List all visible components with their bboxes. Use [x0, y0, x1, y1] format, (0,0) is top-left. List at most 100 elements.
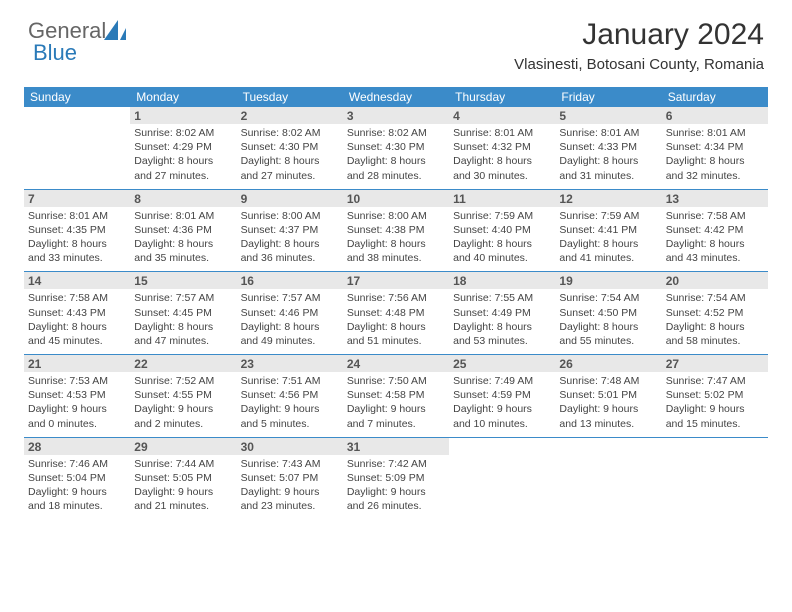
- calendar-week: 14Sunrise: 7:58 AMSunset: 4:43 PMDayligh…: [24, 271, 768, 354]
- day-number: 29: [130, 438, 236, 455]
- daylight-text-1: Daylight: 9 hours: [666, 402, 764, 416]
- sunset-text: Sunset: 4:56 PM: [241, 388, 339, 402]
- day-number: 24: [343, 355, 449, 372]
- calendar-day: 2Sunrise: 8:02 AMSunset: 4:30 PMDaylight…: [237, 107, 343, 189]
- calendar-day: 26Sunrise: 7:48 AMSunset: 5:01 PMDayligh…: [555, 355, 661, 437]
- sunrise-text: Sunrise: 7:51 AM: [241, 374, 339, 388]
- calendar-day: 19Sunrise: 7:54 AMSunset: 4:50 PMDayligh…: [555, 272, 661, 354]
- calendar-day: 17 Sunrise: 7:56 AMSunset: 4:48 PMDayligh…: [343, 272, 449, 354]
- daylight-text-2: and 35 minutes.: [134, 251, 232, 265]
- daylight-text-2: and 15 minutes.: [666, 417, 764, 431]
- day-number: 28: [24, 438, 130, 455]
- sunrise-text: Sunrise: 8:01 AM: [28, 209, 126, 223]
- page-header: General January 2024 Vlasinesti, Botosan…: [0, 0, 792, 83]
- calendar-day: 21Sunrise: 7:53 AMSunset: 4:53 PMDayligh…: [24, 355, 130, 437]
- sunrise-text: Sunrise: 7:53 AM: [28, 374, 126, 388]
- sunrise-text: Sunrise: 7:55 AM: [453, 291, 551, 305]
- calendar-day: 28Sunrise: 7:46 AMSunset: 5:04 PMDayligh…: [24, 438, 130, 520]
- sunrise-text: Sunrise: 7:54 AM: [559, 291, 657, 305]
- sunrise-text: Sunrise: 7:54 AM: [666, 291, 764, 305]
- sunset-text: Sunset: 4:55 PM: [134, 388, 232, 402]
- daylight-text-2: and 51 minutes.: [347, 334, 445, 348]
- sunrise-text: Sunrise: 7:48 AM: [559, 374, 657, 388]
- sunset-text: Sunset: 4:43 PM: [28, 306, 126, 320]
- daylight-text-1: Daylight: 8 hours: [453, 320, 551, 334]
- calendar-day: 23Sunrise: 7:51 AMSunset: 4:56 PMDayligh…: [237, 355, 343, 437]
- sunrise-text: Sunrise: 7:49 AM: [453, 374, 551, 388]
- sunrise-text: Sunrise: 7:56 AM: [347, 291, 445, 305]
- sunset-text: Sunset: 4:36 PM: [134, 223, 232, 237]
- sunset-text: Sunset: 4:41 PM: [559, 223, 657, 237]
- sunrise-text: Sunrise: 7:58 AM: [28, 291, 126, 305]
- day-number: 17: [343, 272, 449, 289]
- sunset-text: Sunset: 4:35 PM: [28, 223, 126, 237]
- sunset-text: Sunset: 4:48 PM: [347, 306, 445, 320]
- daylight-text-2: and 7 minutes.: [347, 417, 445, 431]
- daylight-text-1: Daylight: 8 hours: [559, 154, 657, 168]
- sunset-text: Sunset: 4:40 PM: [453, 223, 551, 237]
- calendar-day: [662, 438, 768, 520]
- daylight-text-1: Daylight: 9 hours: [134, 402, 232, 416]
- calendar-day: 8Sunrise: 8:01 AMSunset: 4:36 PMDaylight…: [130, 190, 236, 272]
- day-number: 2: [237, 107, 343, 124]
- sunrise-text: Sunrise: 7:47 AM: [666, 374, 764, 388]
- day-number: 4: [449, 107, 555, 124]
- brand-word-2-wrap: Blue: [33, 40, 77, 66]
- day-number: 30: [237, 438, 343, 455]
- daylight-text-1: Daylight: 8 hours: [453, 154, 551, 168]
- daylight-text-2: and 0 minutes.: [28, 417, 126, 431]
- daylight-text-1: Daylight: 8 hours: [28, 320, 126, 334]
- day-number: 12: [555, 190, 661, 207]
- daylight-text-2: and 27 minutes.: [134, 169, 232, 183]
- title-block: January 2024 Vlasinesti, Botosani County…: [514, 18, 764, 75]
- sunset-text: Sunset: 4:53 PM: [28, 388, 126, 402]
- daylight-text-2: and 5 minutes.: [241, 417, 339, 431]
- calendar-day: 24Sunrise: 7:50 AMSunset: 4:58 PMDayligh…: [343, 355, 449, 437]
- sunset-text: Sunset: 4:30 PM: [347, 140, 445, 154]
- daylight-text-2: and 49 minutes.: [241, 334, 339, 348]
- daylight-text-2: and 31 minutes.: [559, 169, 657, 183]
- daylight-text-2: and 28 minutes.: [347, 169, 445, 183]
- sunset-text: Sunset: 4:29 PM: [134, 140, 232, 154]
- sunrise-text: Sunrise: 8:02 AM: [347, 126, 445, 140]
- daylight-text-1: Daylight: 8 hours: [241, 154, 339, 168]
- sunset-text: Sunset: 4:34 PM: [666, 140, 764, 154]
- sunrise-text: Sunrise: 7:46 AM: [28, 457, 126, 471]
- daylight-text-1: Daylight: 9 hours: [347, 402, 445, 416]
- weeks-container: 1Sunrise: 8:02 AMSunset: 4:29 PMDaylight…: [24, 107, 768, 519]
- sunrise-text: Sunrise: 8:02 AM: [241, 126, 339, 140]
- calendar-day: 25Sunrise: 7:49 AMSunset: 4:59 PMDayligh…: [449, 355, 555, 437]
- daylight-text-2: and 58 minutes.: [666, 334, 764, 348]
- daylight-text-1: Daylight: 8 hours: [347, 320, 445, 334]
- calendar-day: [555, 438, 661, 520]
- daylight-text-2: and 36 minutes.: [241, 251, 339, 265]
- weekday-label: Monday: [130, 90, 236, 104]
- sunset-text: Sunset: 4:46 PM: [241, 306, 339, 320]
- calendar-week: 1Sunrise: 8:02 AMSunset: 4:29 PMDaylight…: [24, 107, 768, 189]
- sunset-text: Sunset: 4:32 PM: [453, 140, 551, 154]
- day-number: 11: [449, 190, 555, 207]
- daylight-text-2: and 40 minutes.: [453, 251, 551, 265]
- daylight-text-1: Daylight: 8 hours: [666, 154, 764, 168]
- day-number: 22: [130, 355, 236, 372]
- weekday-label: Saturday: [662, 90, 768, 104]
- calendar-week: 7Sunrise: 8:01 AMSunset: 4:35 PMDaylight…: [24, 189, 768, 272]
- daylight-text-2: and 55 minutes.: [559, 334, 657, 348]
- sunrise-text: Sunrise: 8:00 AM: [347, 209, 445, 223]
- daylight-text-1: Daylight: 9 hours: [559, 402, 657, 416]
- daylight-text-1: Daylight: 8 hours: [666, 237, 764, 251]
- daylight-text-1: Daylight: 8 hours: [347, 237, 445, 251]
- daylight-text-1: Daylight: 8 hours: [28, 237, 126, 251]
- daylight-text-2: and 10 minutes.: [453, 417, 551, 431]
- daylight-text-1: Daylight: 8 hours: [134, 154, 232, 168]
- daylight-text-1: Daylight: 8 hours: [134, 320, 232, 334]
- daylight-text-2: and 47 minutes.: [134, 334, 232, 348]
- daylight-text-2: and 23 minutes.: [241, 499, 339, 513]
- calendar-week: 28Sunrise: 7:46 AMSunset: 5:04 PMDayligh…: [24, 437, 768, 520]
- day-number: 21: [24, 355, 130, 372]
- daylight-text-2: and 30 minutes.: [453, 169, 551, 183]
- sunrise-text: Sunrise: 7:42 AM: [347, 457, 445, 471]
- daylight-text-1: Daylight: 9 hours: [28, 485, 126, 499]
- calendar-day: 10Sunrise: 8:00 AMSunset: 4:38 PMDayligh…: [343, 190, 449, 272]
- day-number: 10: [343, 190, 449, 207]
